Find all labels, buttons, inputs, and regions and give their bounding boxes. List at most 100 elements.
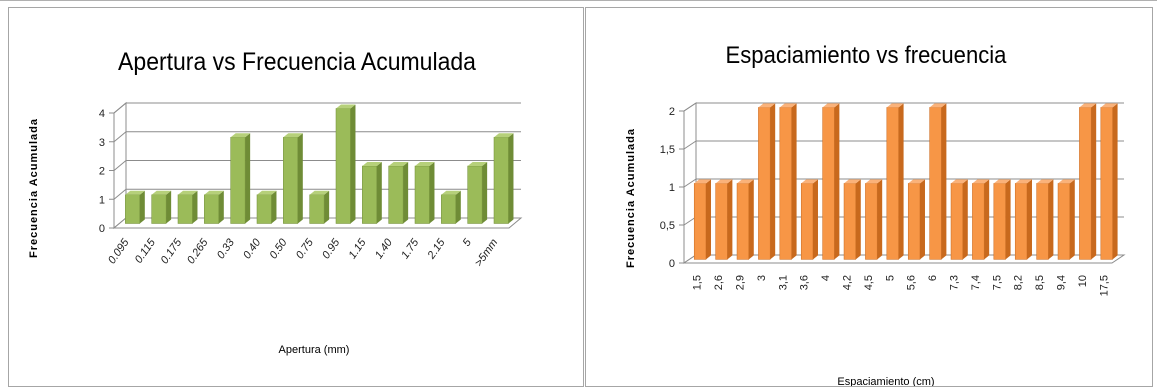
chart-title: Apertura vs Frecuencia Acumulada xyxy=(118,48,476,76)
x-tick-label: 0.50 xyxy=(268,236,291,261)
bar-side xyxy=(898,103,904,260)
y-tick-label: 1 xyxy=(99,194,105,206)
bar xyxy=(467,162,488,224)
bar-top xyxy=(230,133,251,138)
bar-side xyxy=(455,190,461,224)
bar-side xyxy=(245,133,251,224)
bar-top xyxy=(309,190,330,195)
bar-side xyxy=(166,190,172,224)
bar-front xyxy=(865,183,878,260)
bar-top xyxy=(1015,179,1032,184)
bar-side xyxy=(508,133,514,224)
bar-front xyxy=(125,194,141,224)
x-tick-label: 0.95 xyxy=(320,236,343,261)
bar-top xyxy=(972,179,990,184)
bar-top xyxy=(779,103,797,108)
x-axis-title: Apertura (mm) xyxy=(279,344,350,356)
bar-side xyxy=(1069,179,1075,260)
bar-side xyxy=(705,179,711,260)
x-tick-label: 5,6 xyxy=(906,275,918,290)
x-axis-title: Espaciamiento (cm) xyxy=(837,376,934,387)
bar-side xyxy=(271,190,277,224)
bar-side xyxy=(1112,103,1118,260)
bar-top xyxy=(441,190,461,195)
gridline-side xyxy=(113,188,127,200)
x-tick-label: 1.15 xyxy=(347,236,370,261)
x-tick-label: 9,4 xyxy=(1056,275,1068,290)
y-tick-label: 2 xyxy=(99,166,105,178)
bar xyxy=(1100,103,1118,260)
bar-front xyxy=(335,108,351,224)
bar-top xyxy=(414,162,435,166)
y-tick-label: 4 xyxy=(99,108,105,120)
bar-side xyxy=(962,179,968,260)
x-tick-label: 8,2 xyxy=(1013,275,1025,290)
x-tick-label: >5mm xyxy=(473,237,501,269)
bar-side xyxy=(1091,103,1097,260)
bar xyxy=(950,179,968,260)
bar-front xyxy=(1036,183,1049,260)
x-tick-label: 0.75 xyxy=(294,236,317,261)
bar xyxy=(230,133,251,224)
x-tick-label: 3 xyxy=(756,275,768,281)
bar-front xyxy=(256,194,272,224)
bar-side xyxy=(727,179,733,260)
bar-front xyxy=(950,183,964,260)
bar-front xyxy=(929,107,942,260)
bar xyxy=(800,179,818,260)
bar-side xyxy=(877,179,883,260)
bar-front xyxy=(822,107,835,260)
bar-top xyxy=(125,190,145,195)
bar xyxy=(125,190,145,224)
bar-front xyxy=(1057,183,1071,260)
bar-top xyxy=(362,162,382,166)
bar-side xyxy=(984,179,990,260)
bar-side xyxy=(429,162,435,224)
bar-top xyxy=(493,133,514,138)
bar-side xyxy=(403,162,409,224)
bar-side xyxy=(941,103,947,260)
x-tick-label: 7,3 xyxy=(949,275,961,290)
bar-front xyxy=(362,165,378,224)
bar-side xyxy=(812,179,818,260)
bar-front xyxy=(993,183,1006,260)
bar-front xyxy=(441,194,457,224)
bar-side xyxy=(482,162,488,224)
bar-front xyxy=(843,183,857,260)
bar xyxy=(151,190,172,224)
chart-panel-apertura: Apertura vs Frecuencia Acumulada 0 1 2 3 4 0.0… xyxy=(8,7,584,387)
x-tick-label: 0.175 xyxy=(159,236,185,266)
bar-side xyxy=(1026,179,1032,260)
x-tick-label: 3,6 xyxy=(799,275,811,290)
y-tick-label: 0 xyxy=(99,223,105,235)
bar-top xyxy=(908,179,925,184)
bar-front xyxy=(204,194,220,224)
bar-side xyxy=(770,103,776,260)
x-tick-label: 2,9 xyxy=(735,275,747,290)
x-tick-label: 4,5 xyxy=(863,275,875,290)
gridline-side xyxy=(683,140,697,150)
x-tick-label: 2,6 xyxy=(713,275,725,290)
bar-side xyxy=(376,162,382,224)
bar-top xyxy=(256,190,277,195)
y-tick-label: 3 xyxy=(99,137,105,149)
x-tick-label: 0.40 xyxy=(241,236,264,261)
bar-front xyxy=(283,137,299,224)
gridline-side xyxy=(113,160,127,171)
bar xyxy=(256,190,277,224)
bar-front xyxy=(151,194,167,224)
bar-front xyxy=(779,107,792,260)
bar-front xyxy=(177,194,193,224)
bar-top xyxy=(737,179,754,184)
bar-side xyxy=(1005,179,1011,260)
x-tick-label: 17,5 xyxy=(1098,275,1110,296)
bar-side xyxy=(791,103,797,260)
bar-front xyxy=(715,183,728,260)
bar-top xyxy=(283,133,303,138)
bar xyxy=(414,162,435,224)
x-tick-label: 4,2 xyxy=(842,275,854,290)
bar xyxy=(693,179,711,260)
bar-top xyxy=(758,103,776,108)
bar xyxy=(177,190,198,224)
chart-panel-espaciamiento: Espaciamiento vs frecuencia 0 0,5 1 1,5 2 1,5 2… xyxy=(585,7,1153,387)
